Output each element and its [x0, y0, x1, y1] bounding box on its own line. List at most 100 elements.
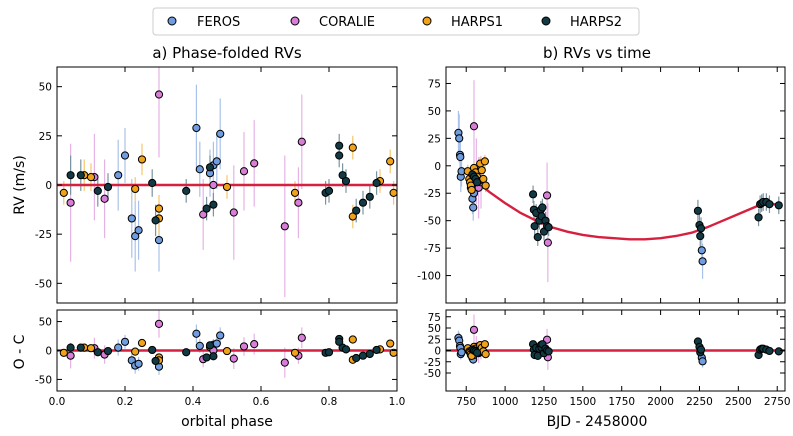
time_oc-xtick-label: 2000 [647, 396, 674, 408]
panel-a-title: a) Phase-folded RVs [152, 44, 302, 62]
time_oc-xtick-label: 1750 [608, 396, 635, 408]
time_oc-point-feros [457, 348, 466, 357]
time_rv-point-harps2 [473, 178, 482, 187]
phase_oc-point-feros [216, 331, 225, 340]
phase_oc-point-harps2 [358, 351, 368, 360]
phase_rv-point-harps1 [222, 182, 232, 192]
phase_oc-point-harps2 [352, 353, 361, 363]
time_rv-point-harps2 [696, 231, 705, 241]
time_oc-xtick-label: 1000 [492, 396, 519, 408]
legend-marker-harps2 [541, 16, 551, 26]
time_oc-xtick-label: 1250 [531, 396, 558, 408]
panel-b-title: b) RVs vs time [543, 44, 651, 62]
time_oc-point-harps2 [696, 345, 706, 354]
legend-entry-harps1: HARPS1 [422, 15, 503, 30]
time_rv-point-harps1 [480, 157, 489, 166]
panel-phase-oc: -50 0 50 0.0 0.2 0.4 0.6 0.8 1.0 [35, 309, 406, 408]
time_rv-point-harps2 [528, 190, 538, 199]
phase_rv-point-harps2 [202, 204, 211, 213]
phase_rv-point-coralie [294, 198, 303, 207]
phase_oc-point-coralie [297, 333, 306, 342]
phase_oc-xtick-label: 0.2 [117, 396, 134, 408]
phase_oc-point-harps2 [151, 356, 160, 366]
phase_rv-point-harps2 [66, 171, 75, 180]
phase_rv-point-harps2 [338, 171, 347, 180]
phase_rv-plot-area [57, 67, 397, 298]
time_rv-point-harps2 [754, 213, 763, 222]
time_rv-point-feros [456, 152, 465, 162]
time_rv-point-harps2 [530, 222, 539, 231]
phase_rv-point-feros [212, 157, 221, 166]
time_oc-point-harps2 [544, 347, 553, 356]
phase_rv-point-harps2 [182, 186, 191, 195]
phase_oc-point-coralie [239, 342, 249, 351]
time_rv-point-coralie [543, 238, 552, 247]
phase_rv-point-harps2 [341, 176, 351, 186]
phase_rv-point-feros [134, 226, 143, 235]
phase_rv-point-coralie [209, 180, 218, 190]
time_oc-point-coralie [469, 325, 479, 334]
phase_rv-point-coralie [154, 90, 164, 99]
phase_rv-point-feros [192, 123, 201, 133]
legend-label-coralie: CORALIE [319, 15, 375, 30]
phase_rv-ytick-label: -25 [35, 229, 52, 241]
y-axis-label-oc: O - C [12, 334, 28, 369]
time_oc-xtick-label: 2750 [764, 396, 791, 408]
phase_rv-point-coralie [66, 198, 75, 207]
time_oc-ytick-label: -25 [424, 357, 441, 369]
phase_rv-point-harps2 [335, 141, 344, 150]
phase_oc-point-harps1 [290, 348, 300, 357]
phase_oc-point-harps2 [202, 353, 211, 362]
phase_oc-xtick-label: 0.6 [253, 396, 270, 408]
phase_oc-point-harps1 [222, 346, 232, 356]
phase_oc-ytick-label: 50 [39, 317, 52, 329]
legend: FEROS CORALIE HARPS1 HARPS2 [152, 7, 640, 36]
phase_oc-point-harps1 [348, 335, 357, 344]
phase_rv-point-harps2 [148, 178, 157, 188]
phase_oc-point-feros [134, 359, 143, 368]
time_oc-plot-area [446, 314, 785, 370]
phase_oc-point-coralie [280, 358, 289, 367]
phase_oc-xtick-label: 1.0 [389, 396, 406, 408]
phase_oc-ytick-label: -50 [35, 374, 52, 386]
time_rv-point-harps1 [481, 181, 490, 190]
phase_rv-point-coralie [199, 210, 208, 219]
phase_oc-point-harps2 [93, 348, 102, 357]
panel-phase-rv: -50 -25 0 25 50 [35, 66, 398, 304]
time_rv-point-harps2 [765, 200, 774, 209]
phase_oc-point-feros [195, 341, 204, 350]
time_rv-ytick-label: -75 [424, 243, 441, 255]
phase_rv-ytick-label: 0 [45, 180, 52, 192]
legend-marker-feros [167, 16, 177, 26]
time_oc-point-harps1 [481, 350, 490, 359]
time_oc-ytick-label: 25 [428, 334, 441, 346]
phase_rv-point-harps1 [131, 184, 140, 194]
time_oc-xtick-label: 1500 [569, 396, 596, 408]
phase_oc-point-coralie [229, 354, 238, 363]
phase_rv-point-coralie [239, 167, 249, 176]
phase_oc-point-harps1 [137, 338, 147, 348]
phase_rv-point-feros [127, 214, 136, 223]
time_oc-xtick-label: 750 [456, 396, 476, 408]
phase_rv-ytick-label: 50 [39, 82, 52, 94]
phase_rv-point-coralie [250, 159, 259, 168]
phase_rv-point-harps1 [348, 212, 357, 221]
phase_rv-point-harps1 [137, 155, 147, 164]
phase_rv-point-coralie [229, 208, 238, 217]
time_oc-ytick-label: 0 [434, 346, 441, 358]
time_rv-axes-frame [445, 66, 786, 304]
time_oc-point-harps2 [765, 346, 774, 356]
legend-label-harps1: HARPS1 [451, 15, 503, 30]
phase_rv-point-harps1 [389, 188, 397, 197]
phase_oc-point-harps2 [365, 349, 374, 359]
phase_rv-point-harps2 [76, 171, 85, 180]
phase_rv-point-feros [131, 232, 140, 241]
phase_oc-point-feros [120, 337, 130, 346]
time_rv-point-harps1 [477, 166, 486, 175]
phase_oc-point-harps2 [372, 345, 381, 355]
legend-entry-feros: FEROS [167, 15, 240, 30]
phase_rv-point-harps2 [372, 178, 381, 188]
phase_oc-xtick-label: 0.8 [321, 396, 338, 408]
time_rv-ytick-label: 50 [428, 106, 441, 118]
